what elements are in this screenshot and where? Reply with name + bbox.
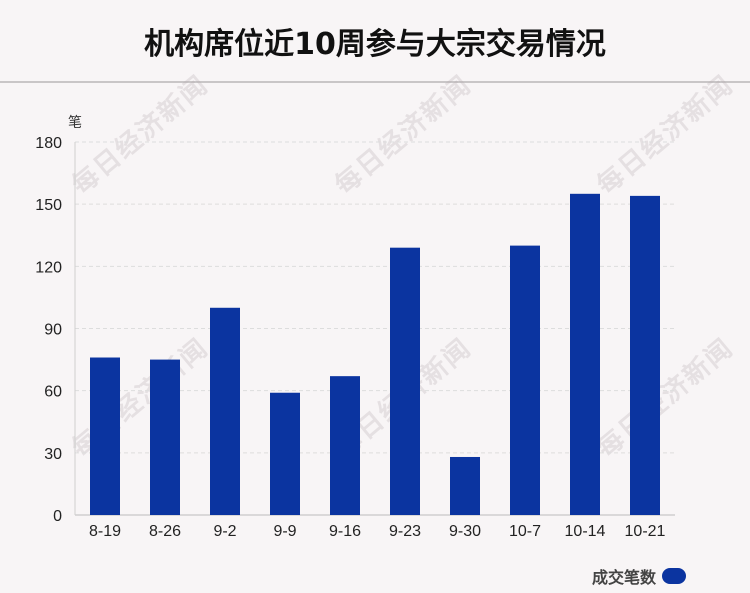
bar <box>90 357 120 515</box>
header: 机构席位近10周参与大宗交易情况 <box>0 0 750 83</box>
bar <box>390 247 420 515</box>
x-tick-label: 8-19 <box>89 523 121 540</box>
bar <box>450 456 480 515</box>
x-tick-label: 9-9 <box>273 523 296 540</box>
legend-label: 成交笔数 <box>592 568 657 587</box>
y-tick-label: 60 <box>44 384 62 401</box>
y-axis-unit-label: 笔 <box>68 115 82 131</box>
y-tick-label: 120 <box>35 259 62 276</box>
x-tick-label: 9-30 <box>449 523 481 540</box>
bar <box>210 307 240 515</box>
y-tick-label: 180 <box>35 135 62 152</box>
x-tick-label: 10-21 <box>625 523 666 540</box>
legend-swatch <box>662 568 687 584</box>
y-tick-label: 90 <box>44 322 62 339</box>
x-tick-label: 8-26 <box>149 523 181 540</box>
bar <box>510 245 540 515</box>
y-tick-label: 0 <box>53 508 62 525</box>
bar <box>570 193 600 516</box>
y-tick-label: 30 <box>44 446 62 463</box>
y-tick-label: 150 <box>35 197 62 214</box>
bar <box>630 195 660 515</box>
legend: 成交笔数 <box>592 564 687 588</box>
x-tick-label: 10-7 <box>509 523 541 540</box>
chart-title: 机构席位近10周参与大宗交易情况 <box>144 26 606 62</box>
x-tick-label: 9-23 <box>389 523 421 540</box>
x-tick-label: 10-14 <box>565 523 606 540</box>
x-tick-label: 9-16 <box>329 523 361 540</box>
bar <box>150 359 180 515</box>
bar <box>270 392 300 515</box>
x-tick-label: 9-2 <box>213 523 236 540</box>
bar <box>330 376 360 515</box>
